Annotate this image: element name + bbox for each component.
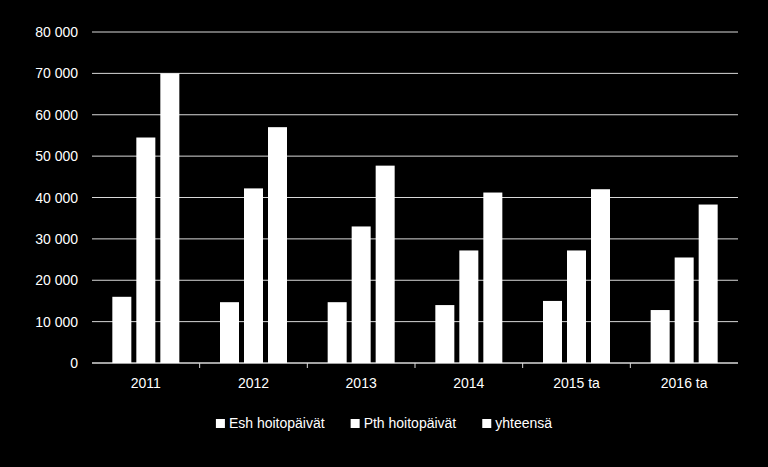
grid-line xyxy=(92,197,738,198)
grid-line xyxy=(92,238,738,239)
grid-line xyxy=(92,32,738,33)
legend-swatch xyxy=(351,419,360,428)
y-tick-label: 80 000 xyxy=(35,24,78,40)
bar xyxy=(591,189,610,363)
y-tick-label: 40 000 xyxy=(35,190,78,206)
bar xyxy=(435,305,454,363)
bar xyxy=(459,250,478,363)
bar xyxy=(376,166,395,363)
bar xyxy=(112,297,131,363)
y-tick-label: 10 000 xyxy=(35,314,78,330)
grid-line xyxy=(92,321,738,322)
bar xyxy=(567,250,586,363)
bar xyxy=(699,205,718,363)
chart: 0 10 000 20 000 30 000 40 000 50 000 60 000 70 … xyxy=(0,0,768,467)
x-tick-label: 2014 xyxy=(453,375,484,391)
x-tick xyxy=(199,363,200,368)
bar xyxy=(136,138,155,363)
bar xyxy=(352,226,371,363)
x-tick-label: 2012 xyxy=(238,375,269,391)
x-tick-label: 2015 ta xyxy=(553,375,600,391)
grid-line xyxy=(92,114,738,115)
bar xyxy=(543,301,562,363)
bar xyxy=(160,73,179,363)
x-tick xyxy=(415,363,416,368)
legend-swatch xyxy=(216,419,225,428)
legend-label: yhteensä xyxy=(495,415,552,431)
y-tick-label: 60 000 xyxy=(35,107,78,123)
bar xyxy=(244,188,263,363)
x-tick xyxy=(630,363,631,368)
bar xyxy=(651,310,670,363)
legend-swatch xyxy=(482,419,491,428)
x-tick xyxy=(307,363,308,368)
legend-label: Esh hoitopäivät xyxy=(229,415,325,431)
grid-line xyxy=(92,73,738,74)
background xyxy=(0,0,768,467)
grid-line xyxy=(92,280,738,281)
bar xyxy=(675,257,694,363)
x-tick-label: 2011 xyxy=(131,375,161,391)
x-tick-label: 2013 xyxy=(346,375,377,391)
legend-label: Pth hoitopäivät xyxy=(364,415,457,431)
bar xyxy=(268,127,287,363)
legend: Esh hoitopäivät Pth hoitopäivät yhteensä xyxy=(216,415,552,431)
grid-line xyxy=(92,156,738,157)
bar xyxy=(483,193,502,363)
y-tick-label: 0 xyxy=(70,355,78,371)
y-tick-label: 20 000 xyxy=(35,272,78,288)
bars xyxy=(112,73,717,363)
bar xyxy=(328,302,347,363)
y-tick-label: 30 000 xyxy=(35,231,78,247)
y-tick-label: 70 000 xyxy=(35,65,78,81)
x-tick xyxy=(522,363,523,368)
x-tick-label: 2016 ta xyxy=(661,375,708,391)
bar xyxy=(220,302,239,363)
y-tick-label: 50 000 xyxy=(35,148,78,164)
